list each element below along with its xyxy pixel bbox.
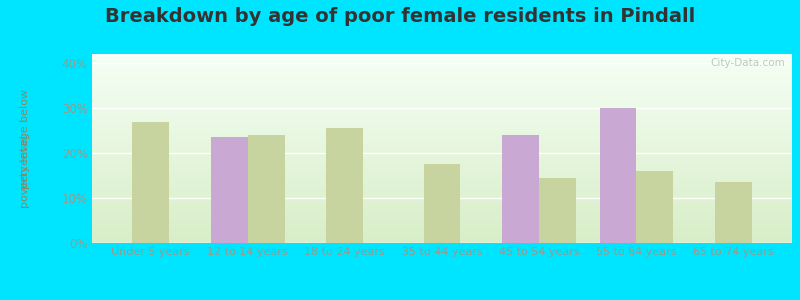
Bar [637, 171, 674, 243]
Bar [247, 135, 285, 243]
Text: poverty level: poverty level [21, 135, 30, 208]
Bar [539, 178, 576, 243]
Text: City-Data.com: City-Data.com [710, 58, 785, 68]
Bar [715, 182, 752, 243]
Bar [423, 164, 461, 243]
Bar [599, 108, 637, 243]
Bar [502, 135, 539, 243]
Text: Breakdown by age of poor female residents in Pindall: Breakdown by age of poor female resident… [105, 8, 695, 26]
Text: percentage below: percentage below [21, 89, 30, 189]
Bar [210, 137, 247, 243]
Bar [132, 122, 169, 243]
Bar [326, 128, 363, 243]
